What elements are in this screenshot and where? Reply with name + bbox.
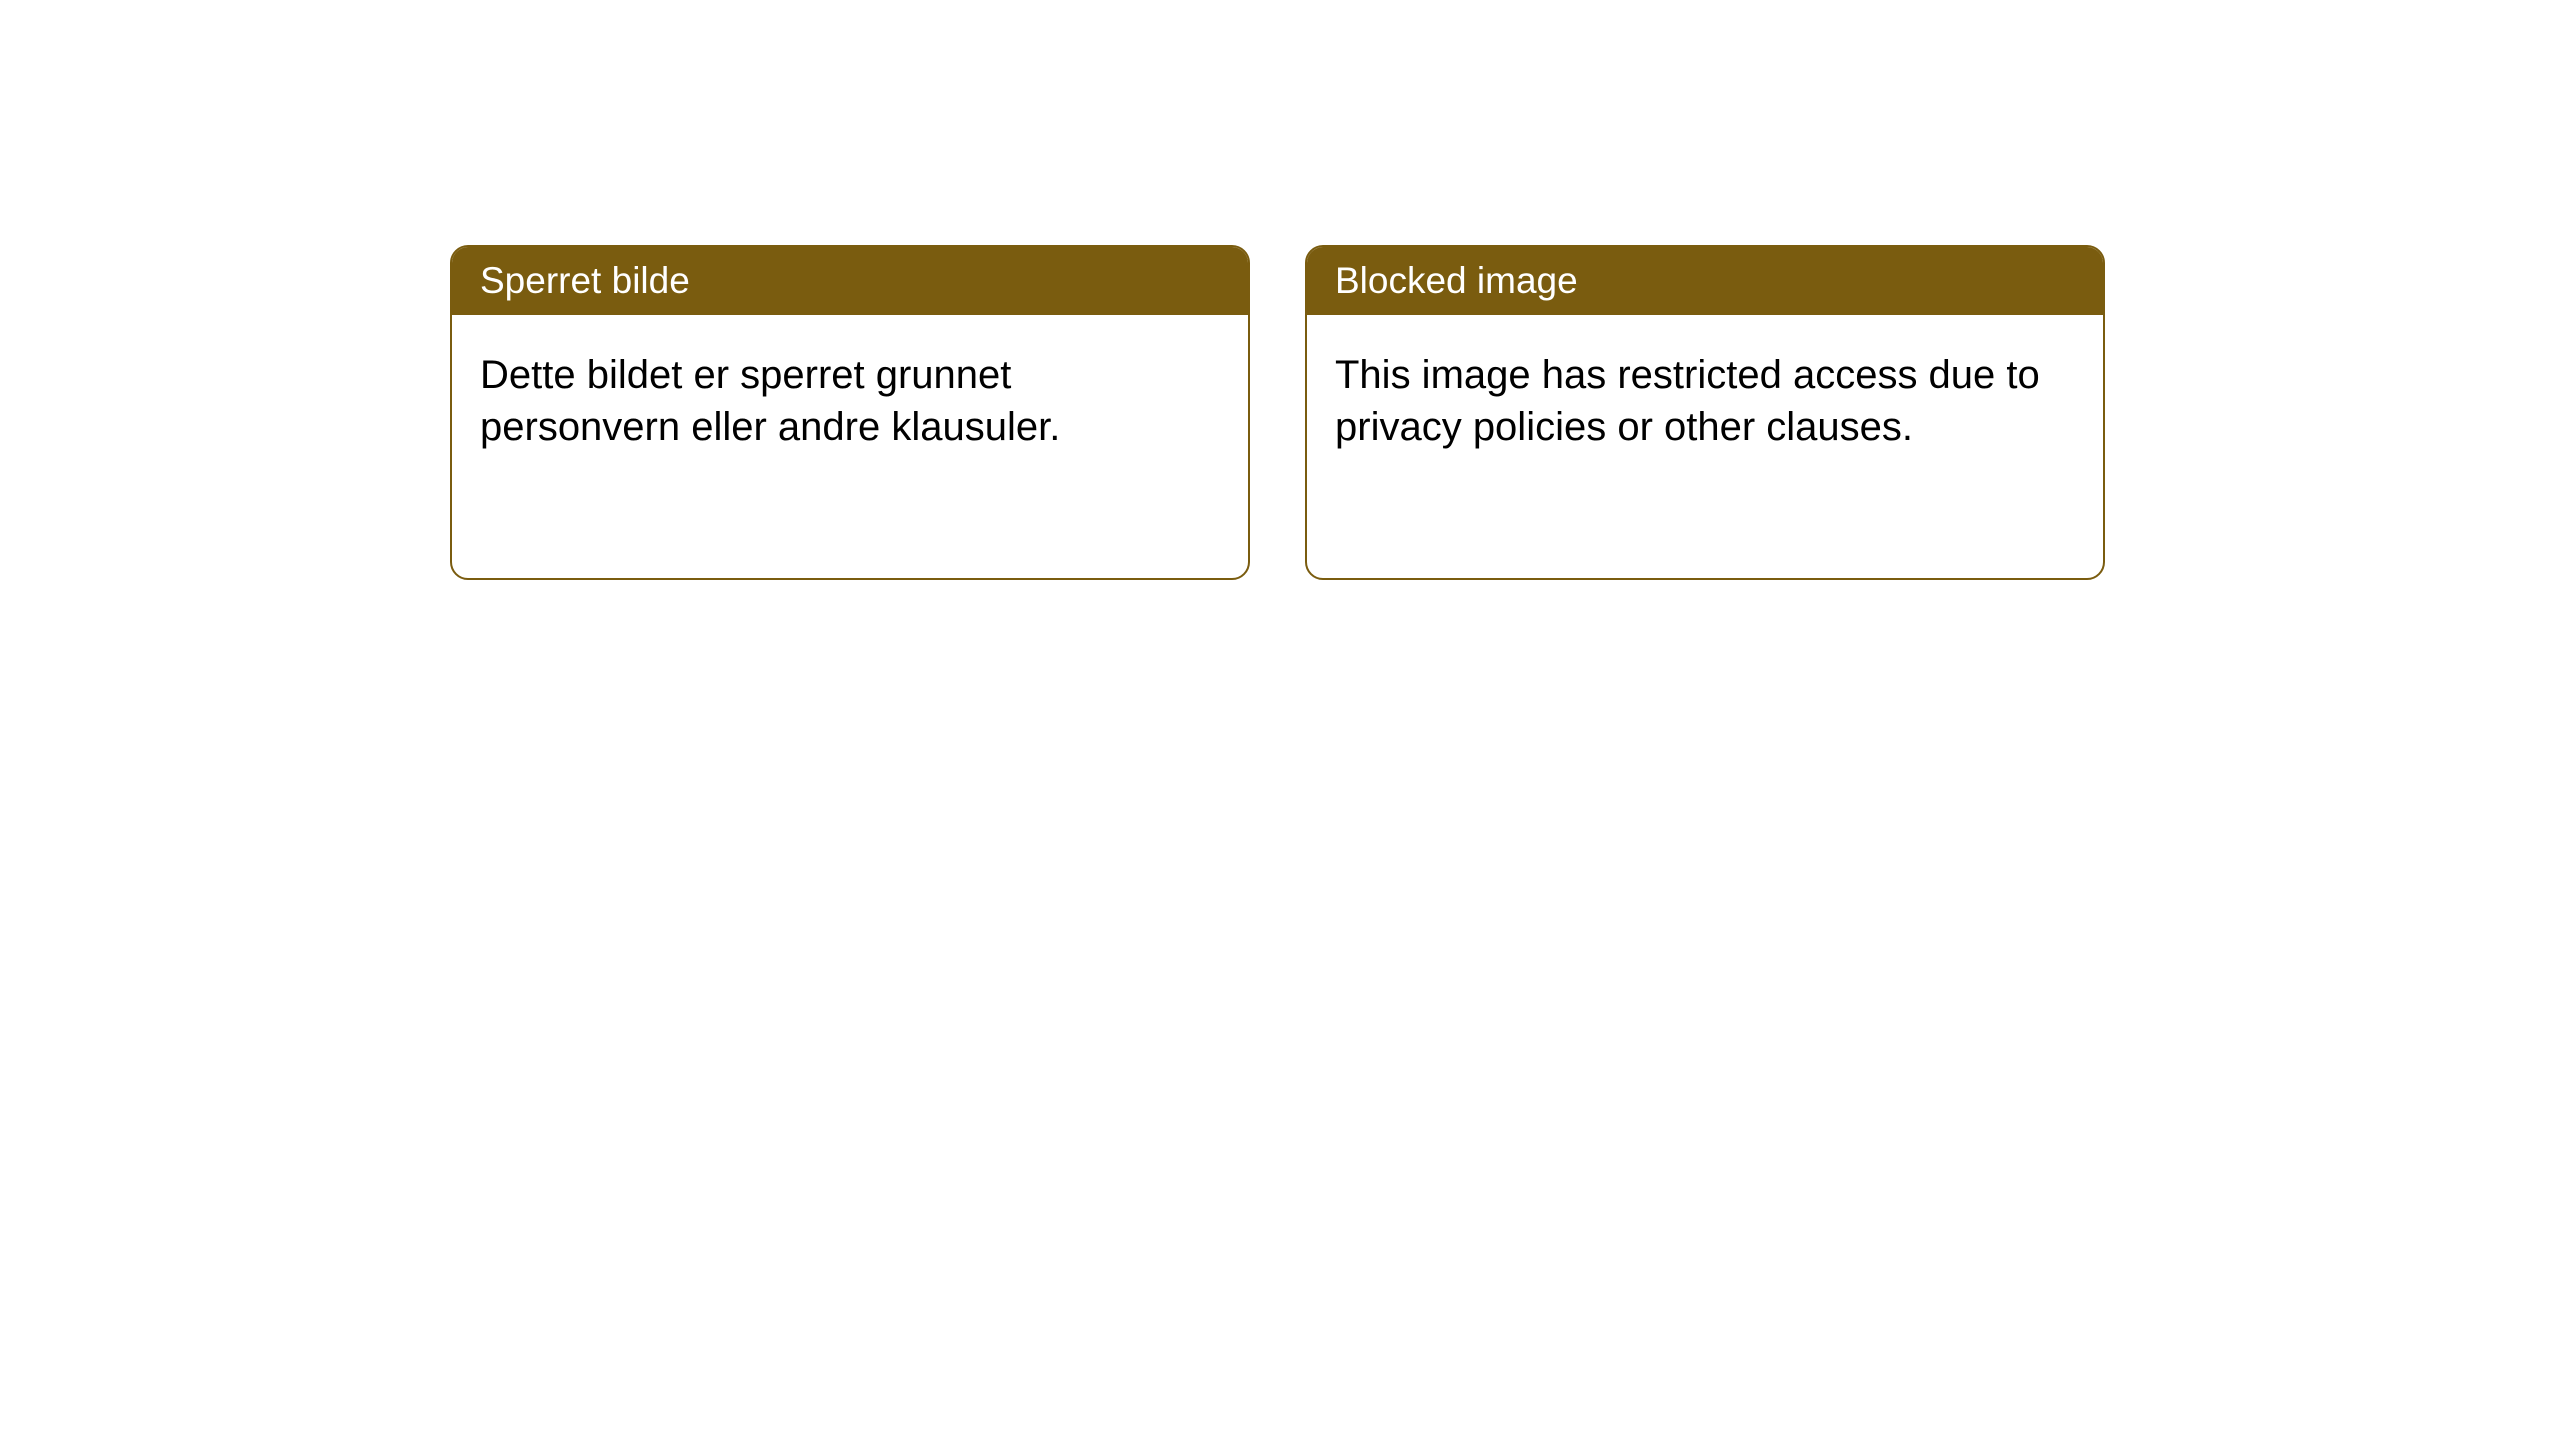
card-header-norwegian: Sperret bilde — [452, 247, 1248, 315]
notice-card-norwegian: Sperret bilde Dette bildet er sperret gr… — [450, 245, 1250, 580]
notice-cards-container: Sperret bilde Dette bildet er sperret gr… — [450, 245, 2105, 580]
card-title: Blocked image — [1335, 260, 1578, 301]
card-title: Sperret bilde — [480, 260, 690, 301]
card-body-english: This image has restricted access due to … — [1307, 315, 2103, 487]
card-body-norwegian: Dette bildet er sperret grunnet personve… — [452, 315, 1248, 487]
card-header-english: Blocked image — [1307, 247, 2103, 315]
card-body-text: Dette bildet er sperret grunnet personve… — [480, 353, 1060, 449]
notice-card-english: Blocked image This image has restricted … — [1305, 245, 2105, 580]
card-body-text: This image has restricted access due to … — [1335, 353, 2040, 449]
